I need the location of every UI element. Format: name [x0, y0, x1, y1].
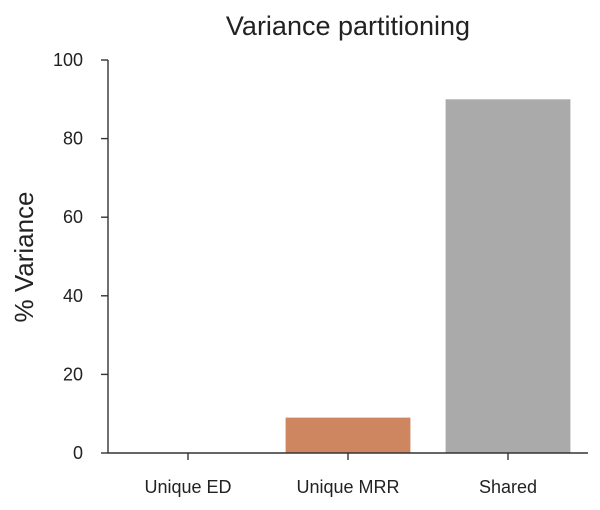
bars-group	[285, 99, 571, 454]
y-tick-label: 80	[63, 129, 83, 149]
y-axis-label: % Variance	[9, 191, 39, 322]
x-tick-label: Unique ED	[144, 477, 231, 497]
x-axis: Unique ED Unique MRR Shared	[108, 452, 588, 497]
bar-unique-mrr	[285, 417, 411, 453]
y-tick-label: 0	[73, 443, 83, 463]
x-tick-label: Unique MRR	[296, 477, 399, 497]
y-axis: 0 20 40 60 80 100	[53, 50, 109, 463]
x-tick-label: Shared	[479, 477, 537, 497]
y-tick-label: 100	[53, 50, 83, 70]
chart-title: Variance partitioning	[226, 11, 470, 41]
y-tick-label: 40	[63, 286, 83, 306]
y-tick-label: 20	[63, 364, 83, 384]
y-tick-label: 60	[63, 207, 83, 227]
bar-shared	[445, 99, 571, 454]
